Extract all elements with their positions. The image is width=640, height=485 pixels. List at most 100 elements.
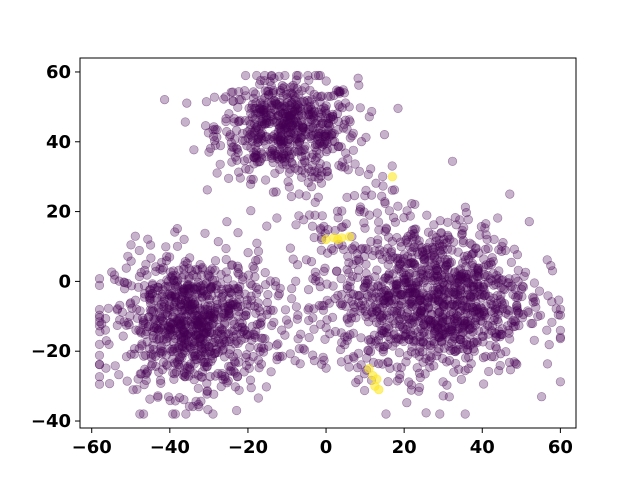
data-point (430, 326, 440, 336)
data-point (260, 93, 270, 103)
data-point (229, 366, 239, 376)
data-point (197, 316, 207, 326)
data-point (278, 149, 288, 159)
data-point (296, 133, 306, 143)
data-point (155, 348, 165, 358)
data-point (211, 284, 221, 294)
data-point (477, 317, 487, 327)
data-point (221, 92, 231, 102)
data-point (252, 288, 262, 299)
data-point (286, 150, 296, 160)
data-point (191, 311, 201, 321)
data-point (396, 242, 406, 252)
data-point (164, 305, 174, 315)
data-point (201, 291, 211, 301)
data-point (256, 129, 266, 139)
data-point (193, 319, 203, 330)
data-point (386, 334, 396, 344)
data-point (250, 330, 260, 340)
data-point (210, 371, 220, 381)
data-point (174, 353, 184, 363)
data-point (405, 288, 415, 298)
data-point (172, 224, 182, 234)
data-point (297, 132, 307, 142)
data-point (216, 312, 226, 322)
data-point (218, 291, 228, 301)
data-point (169, 302, 179, 312)
data-point (189, 297, 199, 308)
data-point (184, 371, 194, 381)
data-point (197, 344, 207, 354)
data-point (482, 270, 493, 281)
data-point (200, 301, 210, 311)
data-point (454, 280, 465, 290)
data-point (294, 102, 304, 112)
data-point (156, 341, 166, 351)
data-point (174, 319, 184, 329)
data-point (158, 263, 169, 273)
data-point (519, 271, 529, 281)
data-point (230, 339, 240, 349)
data-point (220, 337, 230, 348)
data-point (408, 287, 418, 297)
data-point (320, 334, 330, 344)
data-point (147, 359, 157, 369)
data-point (246, 143, 256, 153)
data-point (134, 271, 144, 282)
data-point (447, 325, 457, 336)
data-point (221, 267, 231, 277)
data-point (447, 287, 458, 297)
data-point (248, 174, 258, 184)
data-point (402, 308, 412, 318)
data-point (220, 318, 230, 328)
data-point (153, 325, 163, 336)
data-point (303, 105, 313, 115)
data-point (276, 127, 287, 137)
data-point (284, 134, 294, 144)
data-point (164, 300, 175, 310)
data-point (446, 315, 456, 325)
data-point (464, 278, 474, 289)
data-point (262, 298, 272, 308)
data-point (553, 310, 563, 320)
data-point (176, 299, 186, 310)
data-point (204, 147, 214, 157)
data-point (115, 300, 125, 311)
data-point (288, 254, 298, 264)
data-point (193, 337, 203, 348)
data-point (218, 309, 228, 319)
data-point (392, 233, 402, 243)
data-point (239, 367, 249, 377)
data-point (194, 341, 204, 351)
data-point (227, 157, 237, 167)
data-point (387, 306, 397, 316)
data-point (418, 337, 429, 347)
data-point (203, 269, 213, 279)
data-point (196, 354, 206, 364)
data-point (207, 291, 217, 301)
data-point (297, 165, 307, 175)
data-point (224, 173, 234, 183)
data-point (171, 297, 181, 307)
data-point (173, 314, 183, 324)
data-point (344, 102, 354, 112)
data-point (363, 292, 373, 302)
data-point (123, 251, 133, 261)
data-point (195, 334, 205, 344)
data-point (203, 310, 213, 320)
data-point (258, 114, 268, 124)
data-point (171, 293, 181, 303)
data-point (405, 242, 415, 252)
data-point (529, 278, 540, 288)
data-point (265, 76, 275, 87)
data-point (378, 347, 388, 357)
data-point (217, 329, 227, 339)
data-point (400, 274, 410, 284)
data-point (405, 299, 415, 309)
data-point (249, 127, 259, 137)
data-point (154, 334, 165, 344)
data-point (512, 300, 522, 310)
data-point (332, 108, 343, 119)
data-point (245, 330, 255, 340)
data-point (314, 173, 324, 184)
